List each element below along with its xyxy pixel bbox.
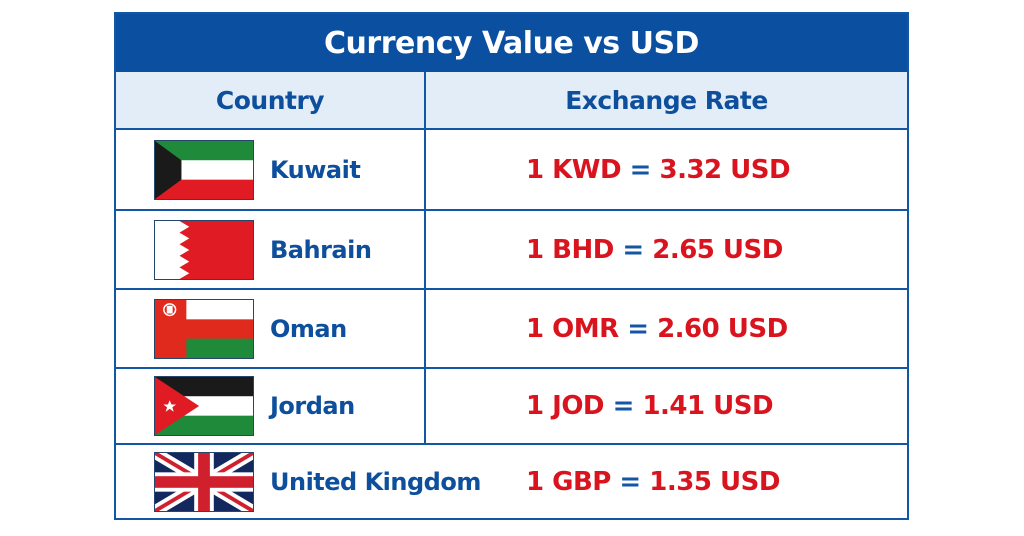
country-cell: Oman [116,290,426,367]
table-row: Jordan 1 JOD = 1.41 USD [116,369,907,445]
country-cell: United Kingdom [116,445,481,518]
exchange-rate: 1 BHD = 2.65 USD [526,234,783,265]
oman-flag-icon [154,298,254,359]
exchange-rate: 1 OMR = 2.60 USD [526,313,788,344]
exchange-rate: 1 JOD = 1.41 USD [526,391,774,421]
uk-flag-icon [154,451,254,512]
table-row: Kuwait 1 KWD = 3.32 USD [116,130,907,211]
country-name: United Kingdom [270,467,481,496]
country-name: Kuwait [270,155,361,184]
table-row: Bahrain 1 BHD = 2.65 USD [116,211,907,290]
rate-cell: 1 GBP = 1.35 USD [426,445,907,518]
table-header: Country Exchange Rate [116,72,907,130]
table-title: Currency Value vs USD [116,14,907,72]
rate-cell: 1 KWD = 3.32 USD [426,130,907,209]
country-name: Bahrain [270,235,372,264]
country-cell: Bahrain [116,211,426,288]
currency-table: Currency Value vs USD Country Exchange R… [114,12,909,520]
rate-cell: 1 JOD = 1.41 USD [426,369,907,443]
country-cell: Kuwait [116,130,426,209]
jordan-flag-icon [154,376,254,436]
rate-cell: 1 BHD = 2.65 USD [426,211,907,288]
country-name: Jordan [270,392,355,420]
rate-cell: 1 OMR = 2.60 USD [426,290,907,367]
country-name: Oman [270,314,347,343]
exchange-rate: 1 KWD = 3.32 USD [526,154,791,185]
country-cell: Jordan [116,369,426,443]
bahrain-flag-icon [154,219,254,280]
table-row: Oman 1 OMR = 2.60 USD [116,290,907,369]
table-row: United Kingdom 1 GBP = 1.35 USD [116,445,907,518]
kuwait-flag-icon [154,139,254,200]
exchange-rate: 1 GBP = 1.35 USD [526,466,780,497]
column-header-country: Country [116,72,426,128]
column-header-exchange-rate: Exchange Rate [565,85,768,115]
